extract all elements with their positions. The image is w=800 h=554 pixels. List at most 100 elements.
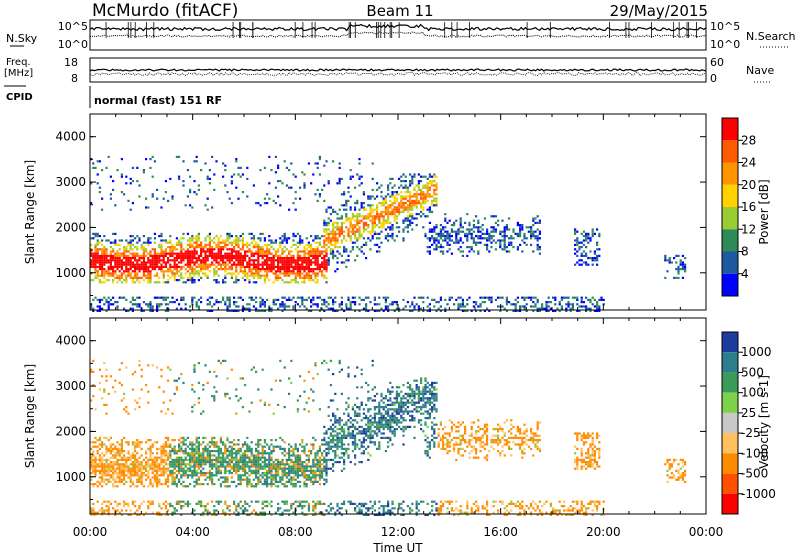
range-cell [101,268,104,271]
range-cell [587,298,590,301]
range-cell [109,476,112,479]
range-cell [211,439,214,442]
range-cell [299,265,302,268]
range-cell [224,467,227,470]
range-cell [235,186,238,189]
range-cell [279,243,282,246]
range-cell [283,246,286,249]
range-cell [288,265,291,268]
range-cell [125,309,128,312]
range-cell [197,381,200,384]
range-cell [472,237,475,240]
range-cell [184,250,187,253]
range-cell [371,221,374,224]
range-cell [501,235,504,238]
range-cell [211,395,214,398]
range-cell [340,230,343,233]
range-cell [147,401,150,404]
range-cell [459,221,462,224]
range-cell [303,173,306,176]
range-cell [580,246,583,249]
range-cell [169,239,172,242]
range-cell [94,472,97,475]
range-cell [182,500,185,503]
range-cell [244,270,247,273]
range-cell [483,301,486,304]
range-cell [228,305,231,308]
range-cell [151,511,154,514]
range-cell [250,461,253,464]
range-cell [149,307,152,310]
range-cell [391,195,394,198]
range-cell [202,436,205,439]
range-cell [222,509,225,512]
range-cell [103,263,106,266]
range-cell [433,175,436,178]
range-cell [279,259,282,262]
range-cell [178,480,181,483]
range-cell [149,305,152,308]
range-cell [112,254,115,257]
range-cell [426,305,429,308]
range-cell [235,456,238,459]
range-cell [367,204,370,207]
range-cell [598,254,601,257]
range-cell [332,248,335,251]
range-cell [167,252,170,255]
range-cell [277,248,280,251]
range-cell [149,270,152,273]
range-cell [200,461,203,464]
range-cell [285,254,288,257]
range-cell [136,235,139,238]
range-cell [151,445,154,448]
range-cell [378,221,381,224]
range-cell [222,463,225,466]
range-cell [156,452,159,455]
range-cell [261,232,264,235]
range-cell [235,257,238,260]
range-cell [576,296,579,299]
range-cell [420,210,423,213]
range-cell [204,458,207,461]
range-cell [519,309,522,312]
range-cell [127,270,130,273]
range-cell [424,199,427,202]
range-cell [270,467,273,470]
range-cell [186,263,189,266]
range-cell [123,272,126,275]
range-cell [312,298,315,301]
range-cell [435,188,438,191]
range-cell [367,213,370,216]
range-cell [314,254,317,257]
range-cell [576,241,579,244]
range-cell [439,305,442,308]
range-cell [318,270,321,273]
range-cell [387,188,390,191]
range-cell [158,467,161,470]
range-cell [290,272,293,275]
range-cell [263,445,266,448]
range-cell [147,439,150,442]
range-cell [325,276,328,279]
range-cell [437,307,440,310]
range-cell [180,296,183,299]
range-cell [327,217,330,220]
range-cell [453,230,456,233]
range-cell [532,305,535,308]
range-cell [123,270,126,273]
range-cell [167,513,170,516]
range-cell [107,469,110,472]
range-cell [215,246,218,249]
range-cell [294,301,297,304]
range-cell [92,263,95,266]
range-cell [241,276,244,279]
range-cell [431,235,434,238]
range-cell [268,483,271,486]
range-cell [261,257,264,260]
range-cell [193,454,196,457]
range-cell [380,307,383,310]
range-cell [109,250,112,253]
range-cell [149,478,152,481]
range-cell [299,243,302,246]
range-cell [576,239,579,242]
